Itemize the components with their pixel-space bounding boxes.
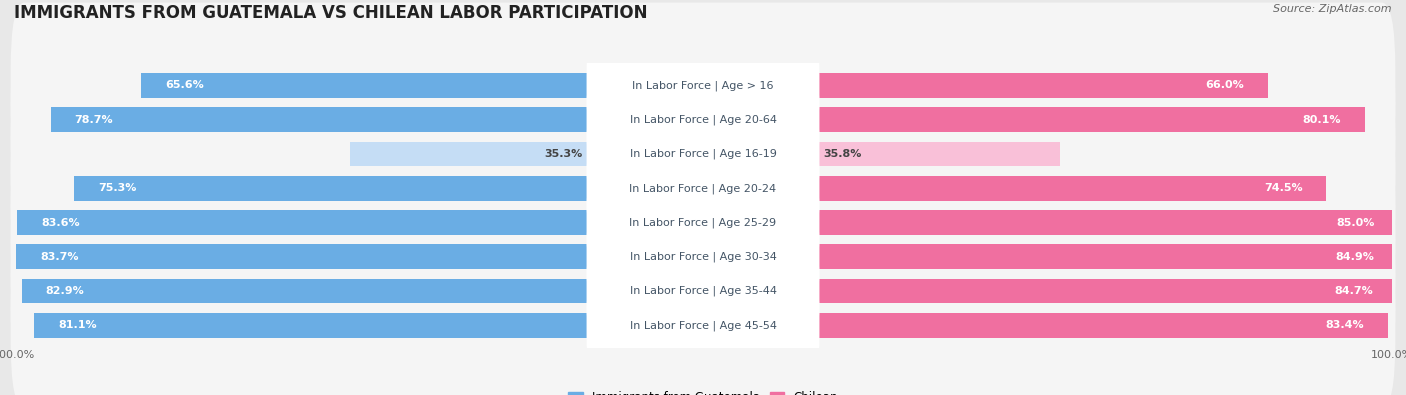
Text: In Labor Force | Age > 16: In Labor Force | Age > 16	[633, 80, 773, 91]
Text: IMMIGRANTS FROM GUATEMALA VS CHILEAN LABOR PARTICIPATION: IMMIGRANTS FROM GUATEMALA VS CHILEAN LAB…	[14, 4, 648, 22]
Text: In Labor Force | Age 16-19: In Labor Force | Age 16-19	[630, 149, 776, 159]
FancyBboxPatch shape	[11, 71, 1395, 237]
FancyBboxPatch shape	[11, 243, 1395, 395]
Bar	[813, 313, 1388, 338]
FancyBboxPatch shape	[586, 34, 820, 137]
FancyBboxPatch shape	[11, 37, 1395, 203]
FancyBboxPatch shape	[586, 171, 820, 275]
Bar	[813, 176, 1326, 201]
Bar	[813, 245, 1398, 269]
FancyBboxPatch shape	[586, 239, 820, 343]
Text: 83.6%: 83.6%	[41, 218, 80, 228]
Text: 35.8%: 35.8%	[824, 149, 862, 159]
Text: 82.9%: 82.9%	[46, 286, 84, 296]
Text: In Labor Force | Age 25-29: In Labor Force | Age 25-29	[630, 217, 776, 228]
Text: In Labor Force | Age 20-24: In Labor Force | Age 20-24	[630, 183, 776, 194]
FancyBboxPatch shape	[586, 136, 820, 240]
Bar	[813, 107, 1365, 132]
Legend: Immigrants from Guatemala, Chilean: Immigrants from Guatemala, Chilean	[568, 391, 838, 395]
FancyBboxPatch shape	[11, 174, 1395, 340]
Text: 65.6%: 65.6%	[165, 81, 204, 90]
Text: 83.7%: 83.7%	[41, 252, 79, 262]
FancyBboxPatch shape	[586, 68, 820, 172]
FancyBboxPatch shape	[586, 102, 820, 206]
Text: 35.3%: 35.3%	[544, 149, 582, 159]
Text: 74.5%: 74.5%	[1264, 183, 1302, 193]
Text: 80.1%: 80.1%	[1302, 115, 1341, 125]
Bar	[350, 142, 593, 166]
Text: 84.7%: 84.7%	[1334, 286, 1372, 296]
Bar	[34, 313, 593, 338]
FancyBboxPatch shape	[11, 139, 1395, 305]
Text: Source: ZipAtlas.com: Source: ZipAtlas.com	[1274, 4, 1392, 14]
Bar	[813, 142, 1060, 166]
Text: In Labor Force | Age 45-54: In Labor Force | Age 45-54	[630, 320, 776, 331]
Text: In Labor Force | Age 20-64: In Labor Force | Age 20-64	[630, 115, 776, 125]
Text: 66.0%: 66.0%	[1205, 81, 1244, 90]
Bar	[15, 245, 593, 269]
Text: 84.9%: 84.9%	[1336, 252, 1374, 262]
Bar	[813, 279, 1396, 303]
FancyBboxPatch shape	[11, 2, 1395, 168]
Bar	[51, 107, 593, 132]
FancyBboxPatch shape	[586, 205, 820, 309]
Text: 81.1%: 81.1%	[58, 320, 97, 330]
Bar	[813, 73, 1268, 98]
FancyBboxPatch shape	[11, 105, 1395, 271]
FancyBboxPatch shape	[586, 273, 820, 377]
Bar	[141, 73, 593, 98]
Text: 75.3%: 75.3%	[98, 183, 136, 193]
Bar	[75, 176, 593, 201]
Text: In Labor Force | Age 35-44: In Labor Force | Age 35-44	[630, 286, 776, 296]
Bar	[17, 210, 593, 235]
Text: 85.0%: 85.0%	[1336, 218, 1375, 228]
Text: 78.7%: 78.7%	[75, 115, 114, 125]
Text: In Labor Force | Age 30-34: In Labor Force | Age 30-34	[630, 252, 776, 262]
FancyBboxPatch shape	[11, 208, 1395, 374]
Bar	[813, 210, 1399, 235]
Text: 83.4%: 83.4%	[1324, 320, 1364, 330]
Bar	[21, 279, 593, 303]
